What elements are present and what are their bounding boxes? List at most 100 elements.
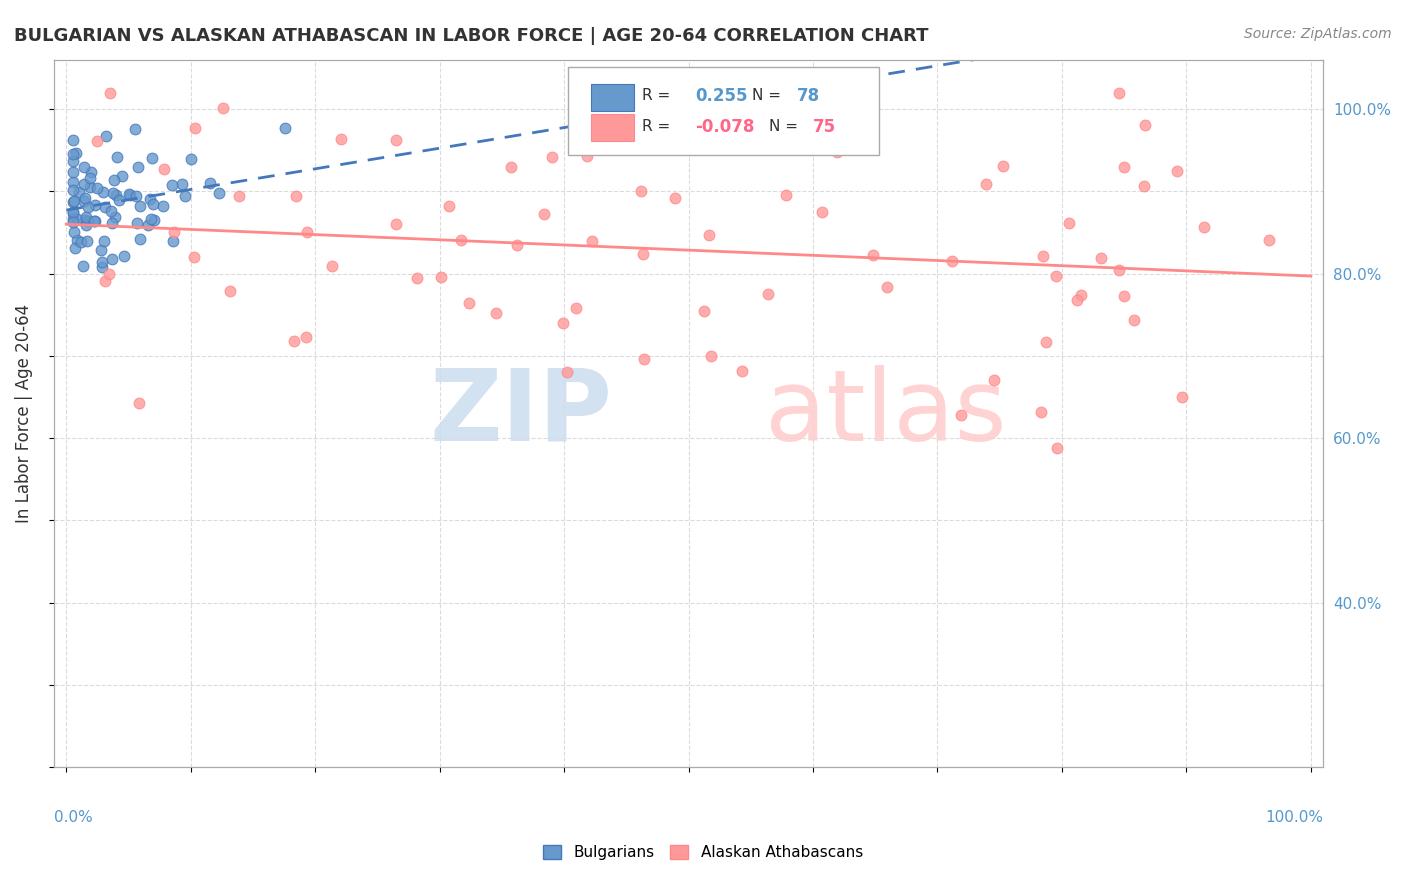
Point: [630, 184, 652, 198]
Point: [73, 178, 96, 192]
Point: [107, 193, 129, 207]
Point: [862, 248, 884, 262]
Point: [75, 191, 97, 205]
Text: 100.0%: 100.0%: [1265, 810, 1323, 825]
Point: [62, 165, 84, 179]
Point: [775, 188, 797, 202]
Point: [211, 101, 233, 115]
Point: [555, 365, 578, 379]
Point: [208, 186, 231, 200]
Point: [125, 189, 148, 203]
Point: [697, 227, 720, 242]
Point: [501, 160, 523, 174]
Point: [100, 216, 122, 230]
Point: [485, 306, 508, 320]
Point: [62, 184, 84, 198]
Point: [731, 364, 754, 378]
Point: [1123, 313, 1146, 327]
Point: [172, 177, 194, 191]
Point: [63, 194, 86, 208]
Point: [756, 286, 779, 301]
Point: [101, 252, 124, 267]
Point: [553, 316, 575, 330]
Point: [142, 197, 165, 211]
Point: [974, 177, 997, 191]
Point: [75, 213, 97, 227]
Point: [1029, 405, 1052, 419]
Point: [97, 267, 120, 281]
Point: [160, 178, 183, 192]
FancyBboxPatch shape: [591, 114, 634, 141]
Point: [581, 234, 603, 248]
Point: [876, 280, 898, 294]
Point: [129, 232, 152, 246]
Point: [141, 212, 163, 227]
Text: 0.0%: 0.0%: [53, 810, 93, 825]
FancyBboxPatch shape: [568, 67, 879, 155]
Point: [1045, 269, 1067, 284]
Point: [111, 169, 134, 183]
Point: [86, 134, 108, 148]
Point: [124, 122, 146, 136]
Text: R =: R =: [641, 120, 675, 135]
Point: [1166, 164, 1188, 178]
Point: [274, 120, 297, 135]
Point: [949, 408, 972, 422]
Point: [118, 188, 141, 202]
Text: 0.255: 0.255: [695, 87, 748, 104]
Point: [73, 160, 96, 174]
Point: [1070, 288, 1092, 302]
Point: [700, 349, 723, 363]
Point: [90, 243, 112, 257]
Point: [506, 238, 529, 252]
Point: [163, 225, 186, 239]
Point: [1114, 288, 1136, 302]
Point: [295, 225, 318, 239]
Point: [458, 295, 481, 310]
Point: [1257, 233, 1279, 247]
Point: [105, 187, 128, 202]
Point: [91, 260, 114, 275]
Text: atlas: atlas: [765, 365, 1007, 462]
Text: N =: N =: [752, 88, 786, 103]
Point: [66, 212, 89, 227]
Point: [65, 241, 87, 255]
Legend: Bulgarians, Alaskan Athabascans: Bulgarians, Alaskan Athabascans: [537, 839, 869, 866]
Point: [1194, 219, 1216, 234]
Point: [62, 175, 84, 189]
Point: [183, 250, 205, 264]
Point: [83, 214, 105, 228]
FancyBboxPatch shape: [591, 84, 634, 111]
Point: [811, 205, 834, 219]
Point: [118, 187, 141, 202]
Point: [1090, 252, 1112, 266]
Text: 75: 75: [813, 118, 837, 136]
Point: [198, 176, 221, 190]
Point: [993, 159, 1015, 173]
Point: [80, 165, 103, 179]
Point: [62, 212, 84, 227]
Point: [66, 233, 89, 247]
Point: [79, 171, 101, 186]
Point: [63, 225, 86, 239]
Point: [565, 301, 588, 315]
Point: [91, 255, 114, 269]
Point: [141, 151, 163, 165]
Point: [127, 161, 149, 175]
Point: [533, 207, 555, 221]
Point: [75, 210, 97, 224]
Point: [83, 197, 105, 211]
Point: [112, 249, 135, 263]
Point: [79, 180, 101, 194]
Point: [93, 234, 115, 248]
Point: [94, 274, 117, 288]
Point: [330, 132, 353, 146]
Point: [1133, 179, 1156, 194]
Point: [62, 146, 84, 161]
Point: [62, 205, 84, 219]
Point: [91, 186, 114, 200]
Point: [437, 199, 460, 213]
Point: [104, 211, 127, 225]
Point: [827, 145, 849, 160]
Text: R =: R =: [641, 88, 675, 103]
